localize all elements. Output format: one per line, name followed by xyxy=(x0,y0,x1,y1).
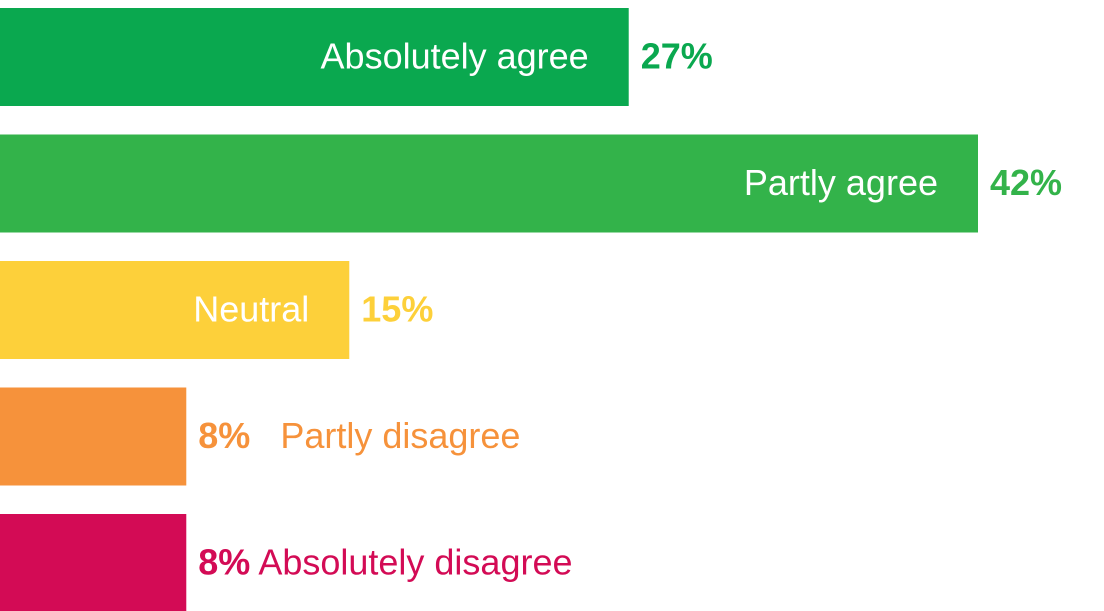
bar xyxy=(0,8,629,106)
bar xyxy=(0,134,978,233)
value-label: 15% xyxy=(361,289,433,330)
bar-label: Absolutely disagree xyxy=(258,542,572,583)
bar-label: Partly disagree xyxy=(280,415,520,456)
bar xyxy=(0,387,187,486)
value-label: 8% xyxy=(198,415,250,456)
bar-label: Absolutely agree xyxy=(321,36,589,77)
value-label: 42% xyxy=(990,162,1062,203)
value-label: 8% xyxy=(198,542,250,583)
bar xyxy=(0,514,187,611)
bar-label: Partly agree xyxy=(744,162,938,203)
value-label: 27% xyxy=(641,36,713,77)
bar-label: Neutral xyxy=(193,289,309,330)
bar xyxy=(0,261,350,359)
